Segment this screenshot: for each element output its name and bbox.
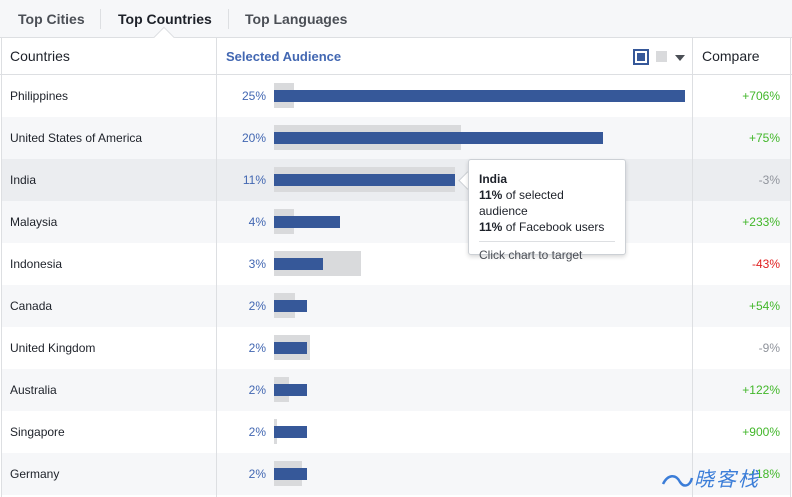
- audience-percent: 2%: [248, 425, 266, 439]
- watermark-logo-icon: [661, 474, 694, 487]
- country-name: Australia: [10, 383, 57, 397]
- audience-percent: 11%: [242, 173, 266, 187]
- chart-tooltip: India 11% of selected audience 11% of Fa…: [468, 159, 626, 262]
- compare-value: -43%: [751, 257, 780, 271]
- compare-value: +18%: [748, 467, 780, 481]
- table-header: Countries Selected Audience Compare: [0, 38, 792, 75]
- country-name: Germany: [10, 467, 60, 481]
- country-name: Malaysia: [10, 215, 58, 229]
- tab-divider: [100, 9, 101, 29]
- tab-top-countries[interactable]: Top Countries: [118, 11, 212, 27]
- tooltip-facebook-text: of Facebook users: [505, 220, 605, 234]
- watermark-text: 晓客栈: [694, 467, 760, 491]
- table-border: [790, 38, 791, 497]
- tooltip-cta: Click chart to target: [479, 248, 583, 262]
- countries-table: Countries Selected Audience Compare Phil…: [0, 38, 792, 497]
- chevron-down-icon[interactable]: [675, 55, 685, 61]
- table-row[interactable]: Philippines 25% +706%: [2, 75, 790, 117]
- table-row[interactable]: United States of America 20% +75%: [2, 117, 790, 159]
- selected-audience-bar[interactable]: [274, 468, 307, 480]
- table-row[interactable]: Canada 2% +54%: [2, 285, 790, 327]
- audience-percent: 25%: [241, 89, 266, 103]
- compare-value: -3%: [758, 173, 780, 187]
- audience-percent: 2%: [248, 467, 266, 481]
- table-row[interactable]: Australia 2% +122%: [2, 369, 790, 411]
- audience-percent: 2%: [248, 383, 266, 397]
- facebook-users-legend-icon[interactable]: [656, 51, 667, 62]
- compare-value: +122%: [742, 383, 780, 397]
- country-name: Philippines: [10, 89, 69, 103]
- selected-audience-bar[interactable]: [274, 426, 307, 438]
- table-row[interactable]: Singapore 2% +900%: [2, 411, 790, 453]
- tab-divider: [228, 9, 229, 29]
- selected-audience-legend-icon[interactable]: [633, 49, 649, 65]
- tooltip-divider: [479, 241, 615, 242]
- audience-percent: 20%: [241, 131, 266, 145]
- table-row[interactable]: Malaysia 4% +233%: [2, 201, 790, 243]
- compare-value: -9%: [758, 341, 780, 355]
- country-name: Canada: [10, 299, 53, 313]
- compare-value: +75%: [748, 131, 780, 145]
- tooltip-title: India: [479, 172, 508, 186]
- table-row[interactable]: United Kingdom 2% -9%: [2, 327, 790, 369]
- tab-top-languages[interactable]: Top Languages: [245, 11, 348, 27]
- selected-audience-bar[interactable]: [274, 132, 603, 144]
- tab-bar: Top Cities Top Countries Top Languages: [0, 0, 792, 50]
- country-name: United States of America: [10, 131, 143, 145]
- selected-audience-bar[interactable]: [274, 384, 307, 396]
- compare-value: +900%: [742, 425, 780, 439]
- selected-audience-bar[interactable]: [274, 90, 685, 102]
- compare-value: +54%: [748, 299, 780, 313]
- header-selected-audience: Selected Audience: [226, 49, 342, 64]
- audience-percent: 4%: [248, 215, 266, 229]
- country-name: United Kingdom: [10, 341, 96, 355]
- audience-percent: 2%: [248, 299, 266, 313]
- tooltip-facebook-value: 11%: [479, 220, 503, 234]
- country-name: Singapore: [10, 425, 65, 439]
- table-border: [1, 38, 2, 497]
- selected-audience-bar[interactable]: [274, 342, 307, 354]
- audience-percent: 3%: [248, 257, 266, 271]
- table-row[interactable]: India 11% -3%: [2, 159, 790, 201]
- table-row[interactable]: Indonesia 3% -43%: [2, 243, 790, 285]
- compare-value: +706%: [742, 89, 780, 103]
- column-divider: [216, 38, 217, 497]
- table-row[interactable]: Germany 2% +18%: [2, 453, 790, 495]
- tooltip-facebook-line: 11% of Facebook users: [479, 219, 615, 235]
- compare-value: +233%: [742, 215, 780, 229]
- header-compare: Compare: [702, 48, 760, 64]
- selected-audience-bar[interactable]: [274, 216, 340, 228]
- selected-audience-bar[interactable]: [274, 258, 323, 270]
- selected-audience-bar[interactable]: [274, 174, 455, 186]
- country-name: Indonesia: [10, 257, 63, 271]
- watermark: 晓客栈: [660, 462, 792, 497]
- header-countries: Countries: [10, 48, 70, 64]
- tooltip-selected-value: 11%: [479, 188, 503, 202]
- column-divider: [692, 38, 693, 497]
- tooltip-selected-text: of selected audience: [479, 188, 564, 218]
- selected-audience-bar[interactable]: [274, 300, 307, 312]
- country-name: India: [10, 173, 37, 187]
- tab-top-cities[interactable]: Top Cities: [18, 11, 85, 27]
- audience-percent: 2%: [248, 341, 266, 355]
- tooltip-selected-line: 11% of selected audience: [479, 187, 615, 219]
